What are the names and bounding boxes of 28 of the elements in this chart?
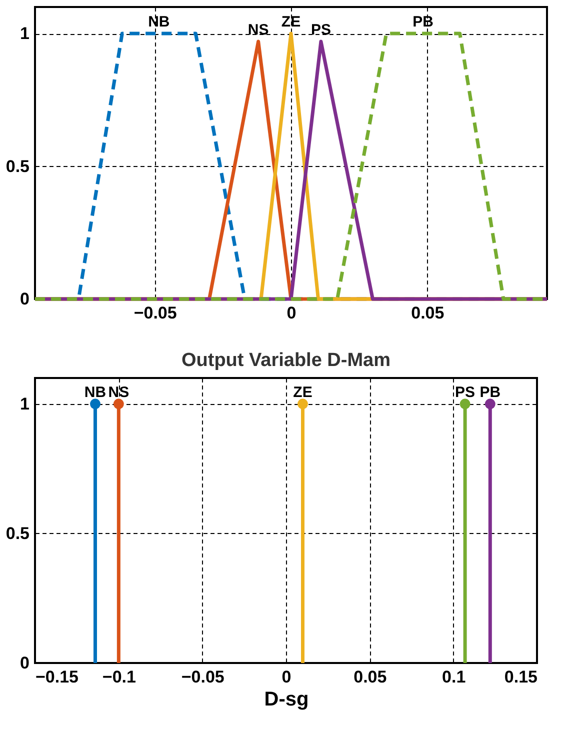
x-axis-title: D-sg: [264, 688, 309, 710]
series-label: ZE: [293, 384, 312, 401]
x-tick-label: 0: [282, 668, 292, 686]
y-tick-label: 0.5: [6, 156, 30, 176]
series-label: ZE: [281, 14, 301, 31]
series-label: PB: [412, 14, 434, 31]
y-tick-label: 0.5: [6, 524, 30, 543]
y-tick-label: 0: [20, 290, 30, 308]
chart-title: Output Variable D-Mam: [181, 350, 391, 371]
series-label: PS: [455, 384, 476, 401]
series-label: NB: [84, 384, 106, 401]
y-tick-label: 1: [20, 394, 30, 414]
x-tick-label: −0.1: [102, 668, 136, 686]
series-label: NS: [108, 384, 130, 401]
series-label: NB: [148, 14, 170, 31]
series-label: NS: [248, 22, 269, 39]
x-tick-label: 0.1: [442, 668, 466, 686]
x-tick-label: −0.05: [181, 668, 224, 686]
x-tick-label: 0.05: [411, 304, 444, 322]
x-tick-label: −0.15: [36, 668, 79, 686]
x-tick-label: 0.05: [354, 668, 387, 686]
x-tick-label: −0.05: [134, 304, 177, 322]
y-tick-label: 1: [20, 24, 30, 44]
series-label: PS: [310, 22, 331, 39]
x-tick-label: 0.15: [504, 668, 538, 686]
y-tick-label: 0: [20, 654, 30, 672]
x-tick-label: 0: [286, 304, 296, 322]
series-label: PB: [480, 384, 501, 401]
